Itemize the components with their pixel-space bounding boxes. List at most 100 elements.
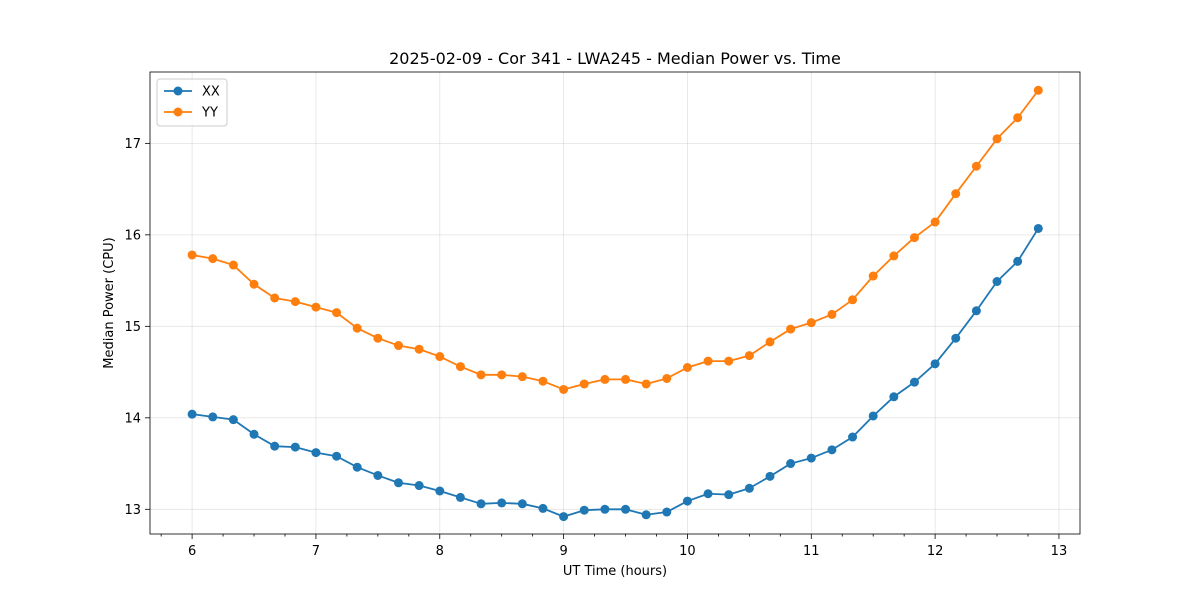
- data-point-xx: [559, 512, 569, 522]
- data-point-xx: [393, 478, 403, 488]
- data-point-yy: [848, 295, 858, 305]
- grid-layer: [150, 72, 1080, 534]
- data-point-yy: [290, 297, 300, 307]
- data-point-xx: [228, 415, 238, 425]
- data-point-yy: [909, 233, 919, 243]
- series-line-xx: [191, 227, 1040, 518]
- data-point-xx: [435, 486, 445, 496]
- data-point-yy: [393, 341, 403, 351]
- data-point-yy: [332, 308, 342, 318]
- x-tick-label: 11: [803, 544, 820, 559]
- data-point-yy: [600, 374, 610, 384]
- data-point-xx: [930, 359, 940, 369]
- data-point-xx: [621, 504, 631, 514]
- data-point-xx: [497, 498, 507, 508]
- data-point-xx: [848, 432, 858, 442]
- data-point-xx: [290, 442, 300, 452]
- data-point-yy: [703, 356, 713, 366]
- data-point-yy: [455, 362, 465, 372]
- y-tick-label: 16: [124, 228, 141, 243]
- data-point-xx: [208, 412, 218, 422]
- data-point-xx: [703, 489, 713, 499]
- data-point-yy: [951, 189, 961, 199]
- data-point-xx: [352, 462, 362, 472]
- data-point-yy: [414, 344, 424, 354]
- data-point-xx: [682, 496, 692, 506]
- data-point-yy: [641, 379, 651, 389]
- data-point-xx: [373, 470, 383, 480]
- data-point-xx: [1013, 256, 1023, 266]
- y-tick-label: 13: [124, 503, 141, 518]
- data-point-xx: [971, 306, 981, 316]
- data-point-xx: [951, 333, 961, 343]
- data-point-yy: [971, 161, 981, 171]
- data-point-yy: [621, 374, 631, 384]
- data-point-yy: [744, 351, 754, 361]
- data-point-yy: [228, 260, 238, 270]
- data-point-yy: [682, 362, 692, 372]
- data-point-xx: [744, 483, 754, 493]
- legend-xx-label: XX: [202, 85, 220, 100]
- y-tick-label: 17: [124, 137, 141, 152]
- data-point-yy: [435, 352, 445, 362]
- data-point-xx: [868, 411, 878, 421]
- x-tick-label: 10: [679, 544, 696, 559]
- x-tick-label: 13: [1051, 544, 1068, 559]
- data-point-xx: [517, 499, 527, 509]
- data-point-xx: [249, 429, 259, 439]
- y-tick-label: 14: [124, 411, 141, 426]
- x-tick-label: 9: [559, 544, 567, 559]
- x-tick-label: 7: [312, 544, 320, 559]
- data-point-yy: [806, 318, 816, 328]
- data-point-yy: [827, 309, 837, 319]
- data-point-yy: [311, 302, 321, 312]
- data-point-xx: [992, 277, 1002, 287]
- legend-yy-marker: [173, 107, 183, 117]
- data-point-xx: [600, 504, 610, 514]
- ticks-layer: 6 7 8 9 10 11 12 13 13 14 15 16 17: [124, 137, 1067, 559]
- data-point-xx: [414, 481, 424, 491]
- data-point-yy: [517, 372, 527, 382]
- data-point-yy: [538, 376, 548, 386]
- chart-title: 2025-02-09 - Cor 341 - LWA245 - Median P…: [389, 49, 841, 68]
- legend-yy-label: YY: [201, 106, 218, 121]
- data-point-xx: [786, 459, 796, 469]
- data-point-yy: [579, 379, 589, 389]
- data-point-yy: [724, 356, 734, 366]
- data-point-yy: [1013, 113, 1023, 123]
- x-tick-label: 12: [927, 544, 944, 559]
- data-point-yy: [992, 134, 1002, 144]
- data-point-yy: [352, 323, 362, 333]
- data-point-xx: [765, 471, 775, 481]
- data-point-yy: [889, 251, 899, 261]
- data-point-xx: [806, 453, 816, 463]
- data-point-xx: [662, 507, 672, 517]
- data-point-yy: [765, 337, 775, 347]
- data-point-yy: [373, 333, 383, 343]
- data-point-xx: [641, 510, 651, 520]
- data-point-xx: [455, 492, 465, 502]
- x-axis-label: UT Time (hours): [563, 564, 667, 579]
- y-axis-label: Median Power (CPU): [102, 237, 117, 368]
- y-tick-label: 15: [124, 320, 141, 335]
- legend: XX YY: [156, 78, 228, 127]
- data-point-xx: [579, 505, 589, 515]
- data-point-yy: [208, 254, 218, 264]
- data-point-yy: [662, 373, 672, 383]
- data-point-yy: [497, 370, 507, 380]
- data-point-yy: [249, 279, 259, 289]
- data-point-xx: [270, 441, 280, 451]
- x-tick-label: 6: [188, 544, 196, 559]
- data-point-xx: [476, 499, 486, 509]
- data-point-xx: [332, 451, 342, 461]
- x-tick-label: 8: [436, 544, 444, 559]
- data-point-yy: [868, 271, 878, 281]
- data-point-yy: [270, 293, 280, 303]
- data-point-xx: [1033, 223, 1043, 233]
- data-point-yy: [559, 384, 569, 394]
- plot-frame: [149, 71, 1081, 535]
- data-point-xx: [187, 409, 197, 419]
- data-point-xx: [889, 392, 899, 402]
- data-point-xx: [724, 490, 734, 500]
